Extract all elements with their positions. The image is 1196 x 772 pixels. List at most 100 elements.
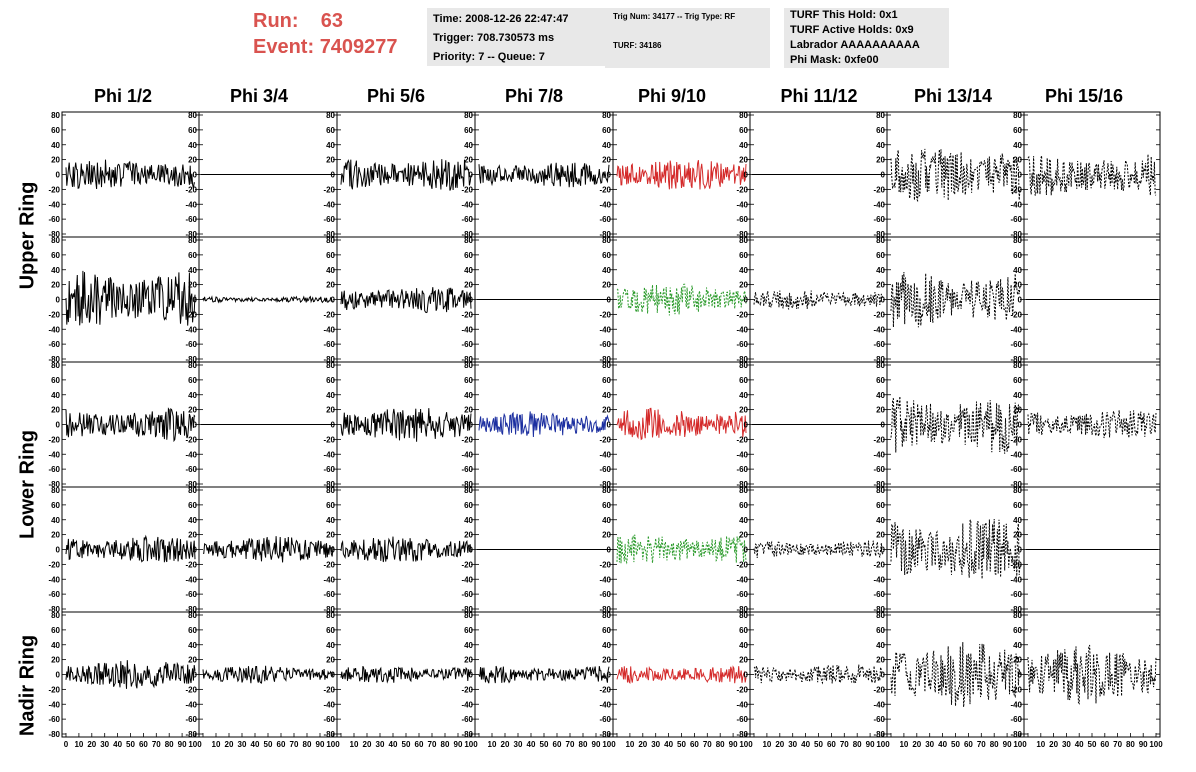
waveform-trace <box>616 665 747 685</box>
y-tick-label: -40 <box>461 575 473 584</box>
y-tick-label: 0 <box>1018 171 1023 180</box>
y-tick-label: -80 <box>185 605 197 614</box>
panel-r4-c3: 80 60 40 20 0 -20 -40 -60 -80 <box>461 611 614 739</box>
y-tick-label: 80 <box>602 111 611 120</box>
y-tick-label: 80 <box>1013 361 1022 370</box>
y-tick-label: 0 <box>607 171 612 180</box>
y-tick-label: -40 <box>323 200 335 209</box>
y-tick-label: -60 <box>323 215 335 224</box>
y-tick-label: -60 <box>736 715 748 724</box>
x-tick-label: 90 <box>592 740 601 749</box>
x-tick-label: 70 <box>152 740 161 749</box>
x-tick-label: 60 <box>553 740 562 749</box>
y-tick-label: 40 <box>464 141 473 150</box>
y-tick-label: 40 <box>464 391 473 400</box>
y-tick-label: -80 <box>599 480 611 489</box>
y-tick-label: -20 <box>1010 310 1022 319</box>
waveform-trace <box>1027 410 1157 439</box>
y-tick-label: 60 <box>876 126 885 135</box>
y-tick-label: -60 <box>461 215 473 224</box>
turf-this-hold-text: TURF This Hold: 0x1 <box>790 9 898 21</box>
y-tick-label: -40 <box>736 200 748 209</box>
y-tick-label: 80 <box>602 236 611 245</box>
y-tick-label: 20 <box>326 156 335 165</box>
waveform-trace <box>65 660 196 689</box>
waveform-trace <box>616 534 747 565</box>
y-tick-label: -40 <box>461 200 473 209</box>
y-tick-label: -40 <box>461 700 473 709</box>
y-tick-label: 0 <box>331 171 336 180</box>
y-tick-label: -60 <box>1010 340 1022 349</box>
turf-active-holds-text: TURF Active Holds: 0x9 <box>790 24 914 36</box>
x-tick-label: 40 <box>113 740 122 749</box>
event-value: 7409277 <box>319 36 398 58</box>
x-tick-label: 40 <box>251 740 260 749</box>
y-tick-label: 60 <box>602 126 611 135</box>
y-tick-label: -40 <box>1010 575 1022 584</box>
priority-text: Priority: 7 -- Queue: 7 <box>433 51 545 63</box>
x-tick-label: 40 <box>527 740 536 749</box>
y-tick-label: -20 <box>1010 185 1022 194</box>
col-header-phi-15-16: Phi 15/16 <box>1044 86 1124 106</box>
x-tick-label: 60 <box>415 740 424 749</box>
y-tick-label: -60 <box>736 465 748 474</box>
y-tick-label: 40 <box>51 141 60 150</box>
y-tick-label: 40 <box>464 641 473 650</box>
y-tick-label: -60 <box>185 715 197 724</box>
y-tick-label: -20 <box>461 435 473 444</box>
y-tick-label: -40 <box>873 700 885 709</box>
waveform-trace <box>753 664 884 685</box>
y-tick-label: 60 <box>602 501 611 510</box>
y-tick-label: 40 <box>1013 516 1022 525</box>
y-tick-label: -80 <box>185 355 197 364</box>
y-tick-label: -40 <box>1010 325 1022 334</box>
x-tick-label: 40 <box>938 740 947 749</box>
y-tick-label: 20 <box>739 531 748 540</box>
x-tick-label: 10 <box>1036 740 1045 749</box>
y-tick-label: 20 <box>876 406 885 415</box>
y-tick-label: -20 <box>185 435 197 444</box>
y-tick-label: 40 <box>602 641 611 650</box>
y-tick-label: 60 <box>876 626 885 635</box>
y-tick-label: -40 <box>48 200 60 209</box>
y-tick-label: 60 <box>326 501 335 510</box>
y-tick-label: 40 <box>51 266 60 275</box>
y-tick-label: 0 <box>331 296 336 305</box>
y-tick-label: 60 <box>464 626 473 635</box>
panel-r2-c6: 80 60 40 20 0 -20 -40 -60 -80 <box>873 361 1025 489</box>
panel-r0-c3: 80 60 40 20 0 -20 -40 -60 -80 <box>461 111 614 239</box>
y-tick-label: -20 <box>461 685 473 694</box>
y-tick-label: -20 <box>873 685 885 694</box>
y-tick-label: -20 <box>599 560 611 569</box>
y-tick-label: 80 <box>1013 486 1022 495</box>
x-tick-label: 10 <box>74 740 83 749</box>
y-tick-label: -40 <box>48 450 60 459</box>
y-tick-label: 20 <box>464 656 473 665</box>
y-tick-label: -60 <box>185 340 197 349</box>
y-tick-label: 60 <box>188 251 197 260</box>
panel-r1-c3: 80 60 40 20 0 -20 -40 -60 -80 <box>461 236 614 364</box>
y-tick-label: -80 <box>461 480 473 489</box>
y-tick-label: -80 <box>461 355 473 364</box>
y-tick-label: 0 <box>881 671 886 680</box>
y-tick-label: 80 <box>326 486 335 495</box>
y-tick-label: 60 <box>51 251 60 260</box>
y-tick-label: -40 <box>461 450 473 459</box>
y-tick-label: 60 <box>1013 376 1022 385</box>
y-tick-label: -60 <box>461 465 473 474</box>
y-tick-label: -80 <box>736 480 748 489</box>
y-tick-label: 20 <box>51 156 60 165</box>
panel-r2-c4: 80 60 40 20 0 -20 -40 -60 -80 <box>599 361 751 489</box>
panel-r0-c2: 80 60 40 20 0 -20 -40 -60 -80 <box>323 111 476 239</box>
y-tick-label: 60 <box>464 251 473 260</box>
x-tick-label: 50 <box>126 740 135 749</box>
y-tick-label: 60 <box>188 626 197 635</box>
y-tick-label: 40 <box>1013 266 1022 275</box>
y-tick-label: 0 <box>193 421 198 430</box>
panel-frame <box>612 486 751 613</box>
y-tick-label: -40 <box>873 200 885 209</box>
y-tick-label: 0 <box>607 296 612 305</box>
x-tick-label: 70 <box>703 740 712 749</box>
panel-r0-c4: 80 60 40 20 0 -20 -40 -60 -80 <box>599 111 751 239</box>
col-header-phi-9-10: Phi 9/10 <box>637 86 707 106</box>
